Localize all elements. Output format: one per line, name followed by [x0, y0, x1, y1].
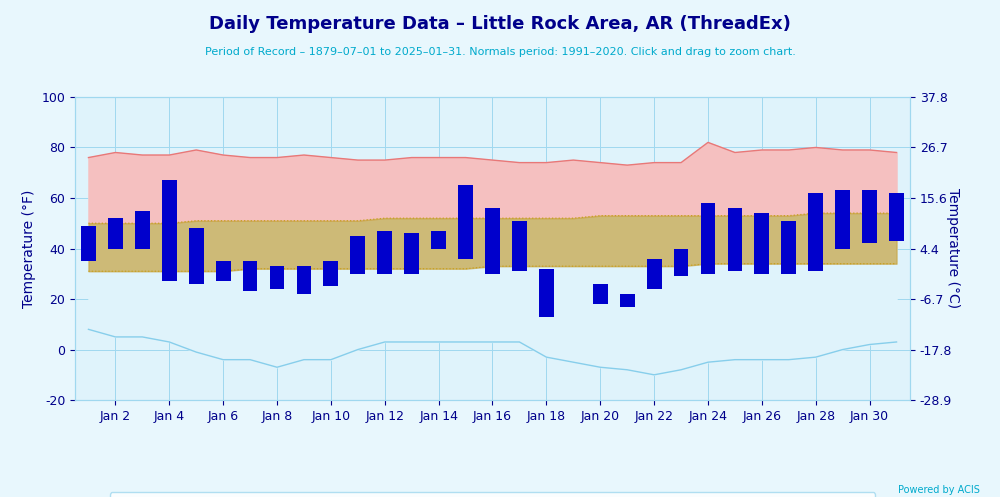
Bar: [620, 294, 635, 307]
Bar: [243, 261, 257, 291]
Bar: [808, 193, 823, 271]
Bar: [593, 284, 608, 304]
Y-axis label: Temperature (°F): Temperature (°F): [22, 189, 36, 308]
Bar: [270, 266, 284, 289]
Bar: [728, 208, 742, 271]
Bar: [297, 266, 311, 294]
Bar: [862, 190, 877, 244]
Bar: [216, 261, 231, 281]
Text: Powered by ACIS: Powered by ACIS: [898, 485, 980, 495]
Bar: [781, 221, 796, 274]
Bar: [889, 193, 904, 241]
Bar: [189, 228, 204, 284]
Bar: [458, 185, 473, 258]
Bar: [431, 231, 446, 248]
Bar: [512, 221, 527, 271]
Bar: [135, 211, 150, 248]
Bar: [701, 203, 715, 274]
Bar: [754, 213, 769, 274]
Bar: [81, 226, 96, 261]
Text: Period of Record – 1879–07–01 to 2025–01–31. Normals period: 1991–2020. Click an: Period of Record – 1879–07–01 to 2025–01…: [205, 47, 795, 57]
Bar: [674, 248, 688, 276]
Legend: Observed temperature range (2025), Normal temperature range, Record Max, Record : Observed temperature range (2025), Norma…: [110, 492, 875, 497]
Bar: [485, 208, 500, 274]
Bar: [323, 261, 338, 286]
Y-axis label: Temperature (°C): Temperature (°C): [946, 188, 960, 309]
Text: Daily Temperature Data – Little Rock Area, AR (ThreadEx): Daily Temperature Data – Little Rock Are…: [209, 15, 791, 33]
Bar: [404, 233, 419, 274]
Bar: [377, 231, 392, 274]
Bar: [835, 190, 850, 248]
Bar: [647, 258, 662, 289]
Bar: [108, 218, 123, 248]
Bar: [350, 236, 365, 274]
Bar: [539, 269, 554, 317]
Bar: [162, 180, 177, 281]
